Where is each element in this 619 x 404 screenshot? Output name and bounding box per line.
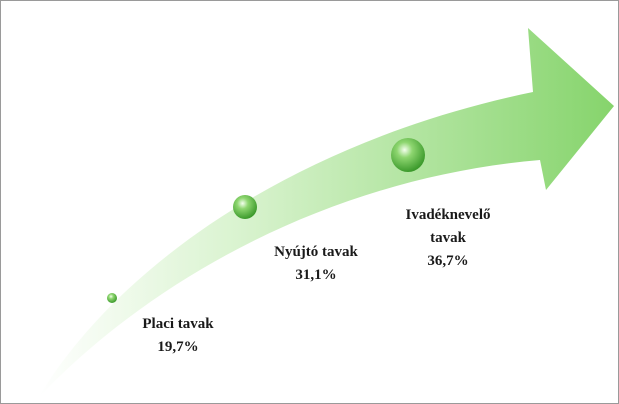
item-label: Placi tavak 19,7% <box>126 313 230 359</box>
sphere <box>391 138 425 172</box>
item-label: Nyújtó tavak 31,1% <box>264 241 368 287</box>
item-label: Ivadéknevelő tavak 36,7% <box>396 204 500 273</box>
item-value: 31,1% <box>295 267 337 283</box>
item-value: 36,7% <box>427 253 469 269</box>
arrow <box>38 28 614 398</box>
sphere <box>233 195 257 219</box>
item-name: Placi tavak <box>142 316 214 332</box>
sphere <box>107 293 117 303</box>
item-name: Nyújtó tavak <box>274 244 358 260</box>
item-value: 19,7% <box>157 339 199 355</box>
item-name: Ivadéknevelő tavak <box>405 207 491 246</box>
